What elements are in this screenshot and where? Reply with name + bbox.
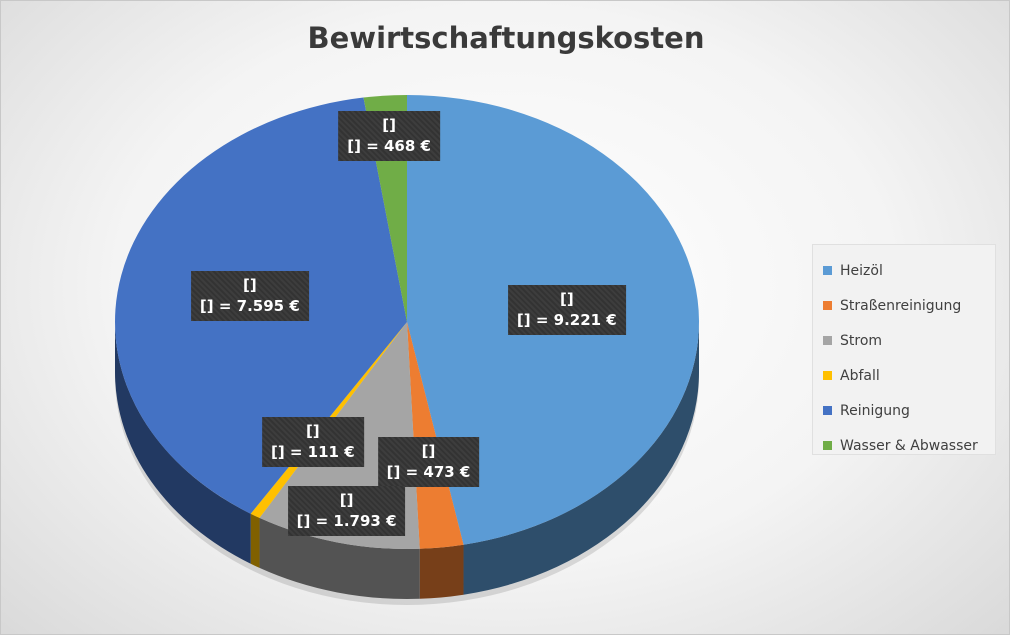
data-label-strom: [] [] = 1.793 €	[287, 486, 406, 537]
data-label-category: []	[559, 289, 574, 308]
data-label-category: []	[305, 422, 320, 441]
chart-title: Bewirtschaftungskosten	[307, 21, 705, 55]
pie-side-strom	[259, 517, 420, 599]
pie-side-stra-enreinigung	[419, 544, 464, 599]
data-label-category: []	[421, 441, 436, 460]
pie-side-abfall	[250, 513, 260, 568]
data-label-value: [] = 7.595 €	[199, 297, 300, 316]
data-label-value: [] = 473 €	[386, 462, 471, 481]
data-label-category: []	[339, 491, 354, 510]
data-label-category: []	[382, 116, 396, 135]
data-label-category: []	[242, 276, 257, 295]
pie-side-reinigung	[115, 322, 251, 564]
legend-item-strom: Strom	[813, 323, 995, 358]
legend-label: Wasser & Abwasser	[840, 437, 978, 454]
data-label-value: [] = 1.793 €	[296, 512, 397, 531]
legend-swatch	[823, 371, 832, 380]
data-label-reinigung: [] [] = 7.595 €	[190, 271, 309, 322]
legend-label: Reinigung	[840, 402, 910, 419]
legend-item-wasser-abwasser: Wasser & Abwasser	[813, 428, 995, 463]
legend-item-reinigung: Reinigung	[813, 393, 995, 428]
data-label-value: [] = 111 €	[270, 443, 355, 462]
data-label-stra-enreinigung: [] [] = 473 €	[377, 436, 480, 487]
pie-side-heiz-l	[463, 322, 699, 595]
legend: Heizöl Straßenreinigung Strom Abfall Reinigu…	[812, 244, 996, 455]
data-label-value: [] = 468 €	[347, 137, 431, 156]
legend-item-stra-enreinigung: Straßenreinigung	[813, 288, 995, 323]
data-label-value: [] = 9.221 €	[516, 310, 617, 329]
legend-swatch	[823, 266, 832, 275]
legend-item-heiz-l: Heizöl	[813, 253, 995, 288]
legend-swatch	[823, 336, 832, 345]
legend-label: Heizöl	[840, 262, 883, 279]
legend-label: Straßenreinigung	[840, 297, 962, 314]
legend-swatch	[823, 441, 832, 450]
legend-label: Abfall	[840, 367, 880, 384]
pie-slice-stra-enreinigung	[407, 322, 464, 549]
data-label-heiz-l: [] [] = 9.221 €	[507, 284, 626, 335]
legend-swatch	[823, 301, 832, 310]
legend-label: Strom	[840, 332, 883, 349]
legend-item-abfall: Abfall	[813, 358, 995, 393]
data-label-wasser-abwasser: [] [] = 468 €	[338, 111, 440, 162]
legend-swatch	[823, 406, 832, 415]
data-label-abfall: [] [] = 111 €	[261, 417, 364, 468]
